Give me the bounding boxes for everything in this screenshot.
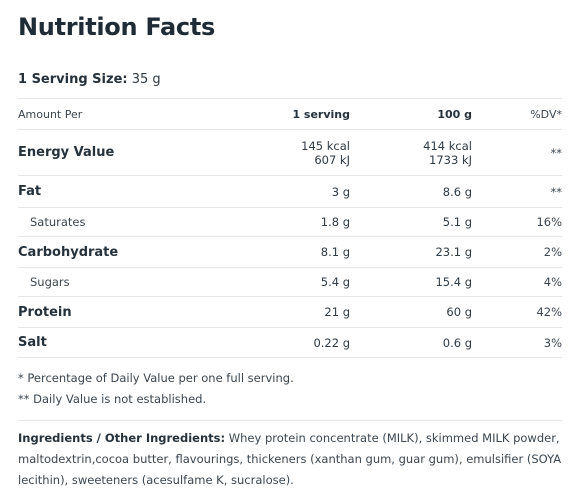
ingredients-label: Ingredients / Other Ingredients:	[18, 431, 226, 445]
na-footnote: ** Daily Value is not established.	[18, 392, 207, 406]
serving-value: 8.1 g	[320, 245, 350, 259]
per100-value: 60 g	[446, 305, 472, 319]
serving-value: 5.4 g	[320, 275, 350, 289]
page-title: Nutrition Facts	[18, 13, 216, 41]
serving-value: 145 kcal 607 kJ	[268, 139, 350, 167]
nutrient-name: Energy Value	[18, 145, 115, 160]
dv-value: **	[550, 145, 563, 160]
dv-value: **	[550, 184, 563, 199]
header-per-100g: 100 g	[437, 107, 472, 121]
per100-value: 5.1 g	[442, 215, 472, 229]
per100-kcal: 414 kcal	[423, 138, 472, 153]
dv-value: 2%	[543, 245, 562, 259]
dv-value: 16%	[536, 215, 562, 229]
serving-value: 21 g	[324, 305, 350, 319]
table-row-energy: Energy Value 145 kcal 607 kJ 414 kcal 17…	[18, 130, 562, 176]
nutrient-name: Protein	[18, 304, 72, 320]
ingredients-section: Ingredients / Other Ingredients: Whey pr…	[18, 421, 562, 491]
header-per-serving: 1 serving	[292, 107, 350, 121]
per100-kj: 1733 kJ	[429, 152, 472, 167]
table-header: Amount Per 1 serving 100 g %DV*	[18, 99, 562, 130]
dv-value: 42%	[536, 305, 562, 319]
serving-value: 1.8 g	[320, 215, 350, 229]
table-row-carbohydrate: Carbohydrate 8.1 g 23.1 g 2%	[18, 237, 562, 268]
per100-value: 0.6 g	[442, 335, 472, 350]
header-amount-per: Amount Per	[18, 107, 83, 121]
nutrient-name: Fat	[18, 184, 42, 199]
table-row-protein: Protein 21 g 60 g 42%	[18, 297, 562, 328]
nutrient-name: Saturates	[30, 215, 86, 229]
per100-value: 8.6 g	[442, 184, 472, 199]
per100-value: 15.4 g	[435, 275, 472, 289]
footnotes: * Percentage of Daily Value per one full…	[18, 357, 562, 421]
table-row-fat: Fat 3 g 8.6 g **	[18, 176, 562, 208]
table-row-sugars: Sugars 5.4 g 15.4 g 4%	[18, 268, 562, 297]
dv-value: 3%	[543, 335, 562, 350]
serving-size-value: 35 g	[131, 72, 161, 87]
serving-value: 0.22 g	[313, 335, 350, 350]
table-row-saturates: Saturates 1.8 g 5.1 g 16%	[18, 208, 562, 237]
dv-value: 4%	[543, 275, 562, 289]
per100-value: 414 kcal 1733 kJ	[350, 139, 472, 167]
serving-value: 3 g	[331, 184, 350, 199]
dv-footnote: * Percentage of Daily Value per one full…	[18, 371, 294, 385]
nutrient-name: Carbohydrate	[18, 244, 119, 260]
serving-kj: 607 kJ	[314, 152, 350, 167]
header-dv: %DV*	[530, 107, 562, 121]
nutrient-name: Salt	[18, 335, 47, 350]
table-row-salt: Salt 0.22 g 0.6 g 3%	[18, 328, 562, 357]
serving-size: 1 Serving Size: 35 g	[18, 71, 562, 99]
serving-size-label: 1 Serving Size:	[18, 72, 128, 87]
nutrient-name: Sugars	[30, 275, 70, 289]
serving-kcal: 145 kcal	[301, 138, 350, 153]
per100-value: 23.1 g	[435, 245, 472, 259]
